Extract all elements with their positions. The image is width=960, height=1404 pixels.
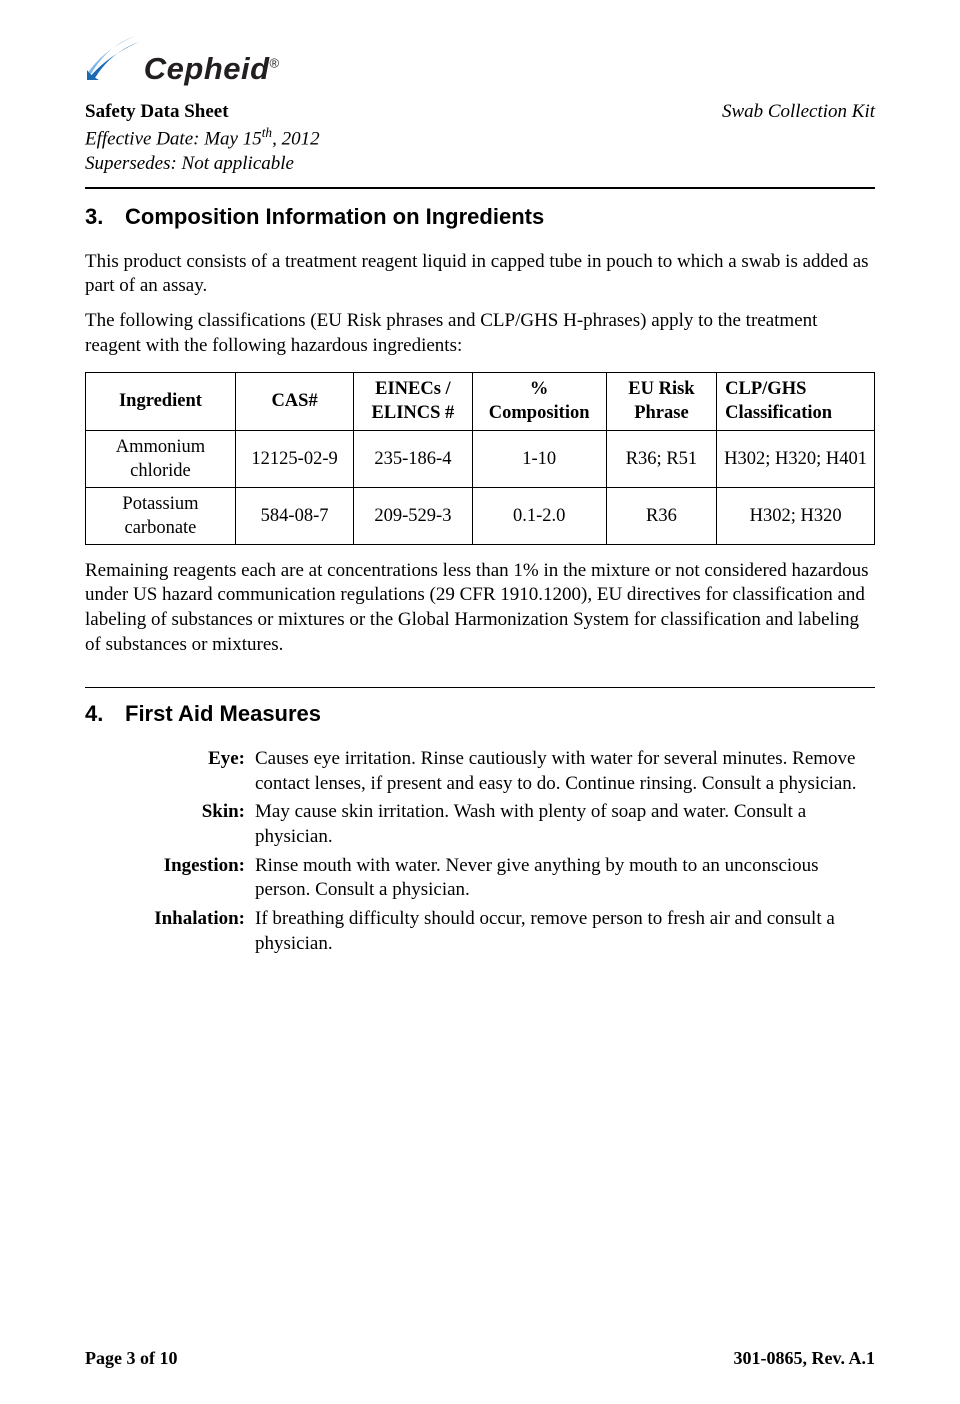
fa-text-inhalation: If breathing difficulty should occur, re… xyxy=(255,907,875,956)
header-left: Safety Data Sheet Effective Date: May 15… xyxy=(85,100,320,177)
table-header-row: Ingredient CAS# EINECs / ELINCS # % Comp… xyxy=(86,373,875,430)
first-aid-item: Skin: May cause skin irritation. Wash wi… xyxy=(85,800,875,849)
cell-risk: R36 xyxy=(606,487,716,544)
fa-label-ingestion: Ingestion: xyxy=(85,854,255,903)
fa-label-skin: Skin: xyxy=(85,800,255,849)
logo-registered: ® xyxy=(270,56,280,71)
section-4-heading: 4.First Aid Measures xyxy=(85,700,875,729)
fa-text-ingestion: Rinse mouth with water. Never give anyth… xyxy=(255,854,875,903)
logo-swoosh-icon xyxy=(85,30,145,90)
sds-title: Safety Data Sheet xyxy=(85,100,320,125)
section-4-number: 4. xyxy=(85,700,125,729)
cell-comp: 0.1-2.0 xyxy=(472,487,606,544)
section-4-title: First Aid Measures xyxy=(125,701,321,726)
col-clp: CLP/GHS Classification xyxy=(717,373,875,430)
fa-label-inhalation: Inhalation: xyxy=(85,907,255,956)
first-aid-list: Eye: Causes eye irritation. Rinse cautio… xyxy=(85,747,875,957)
section-3-para-3: Remaining reagents each are at concentra… xyxy=(85,559,875,658)
table-row: Potassium carbonate 584-08-7 209-529-3 0… xyxy=(86,487,875,544)
section-3-number: 3. xyxy=(85,203,125,232)
page-footer: Page 3 of 10 301-0865, Rev. A.1 xyxy=(85,1347,875,1370)
fa-label-eye: Eye: xyxy=(85,747,255,796)
logo-brand: Cepheid® xyxy=(144,49,280,89)
cell-clp: H302; H320 xyxy=(717,487,875,544)
first-aid-item: Ingestion: Rinse mouth with water. Never… xyxy=(85,854,875,903)
cell-clp: H302; H320; H401 xyxy=(717,430,875,487)
first-aid-item: Inhalation: If breathing difficulty shou… xyxy=(85,907,875,956)
ingredients-table: Ingredient CAS# EINECs / ELINCS # % Comp… xyxy=(85,372,875,544)
section-4-rule xyxy=(85,687,875,688)
fa-text-eye: Causes eye irritation. Rinse cautiously … xyxy=(255,747,875,796)
cell-comp: 1-10 xyxy=(472,430,606,487)
effective-date: Effective Date: May 15th, 2012 xyxy=(85,124,320,152)
cell-risk: R36; R51 xyxy=(606,430,716,487)
cell-einecs: 235-186-4 xyxy=(354,430,472,487)
section-3-para-1: This product consists of a treatment rea… xyxy=(85,250,875,299)
cell-cas: 584-08-7 xyxy=(235,487,353,544)
cell-einecs: 209-529-3 xyxy=(354,487,472,544)
logo-area: Cepheid® xyxy=(85,30,875,90)
table-row: Ammonium chloride 12125-02-9 235-186-4 1… xyxy=(86,430,875,487)
supersedes: Supersedes: Not applicable xyxy=(85,152,320,177)
col-eurisk: EU Risk Phrase xyxy=(606,373,716,430)
document-header: Safety Data Sheet Effective Date: May 15… xyxy=(85,100,875,177)
col-einecs: EINECs / ELINCS # xyxy=(354,373,472,430)
col-cas: CAS# xyxy=(235,373,353,430)
footer-doc: 301-0865, Rev. A.1 xyxy=(734,1347,876,1370)
header-rule xyxy=(85,187,875,189)
col-composition: % Composition xyxy=(472,373,606,430)
col-ingredient: Ingredient xyxy=(86,373,236,430)
fa-text-skin: May cause skin irritation. Wash with ple… xyxy=(255,800,875,849)
section-3-heading: 3.Composition Information on Ingredients xyxy=(85,203,875,232)
section-3-title: Composition Information on Ingredients xyxy=(125,204,544,229)
section-3-para-2: The following classifications (EU Risk p… xyxy=(85,309,875,358)
first-aid-item: Eye: Causes eye irritation. Rinse cautio… xyxy=(85,747,875,796)
product-name: Swab Collection Kit xyxy=(722,100,875,125)
cell-cas: 12125-02-9 xyxy=(235,430,353,487)
footer-page: Page 3 of 10 xyxy=(85,1347,177,1370)
cell-ingredient: Ammonium chloride xyxy=(86,430,236,487)
cell-ingredient: Potassium carbonate xyxy=(86,487,236,544)
